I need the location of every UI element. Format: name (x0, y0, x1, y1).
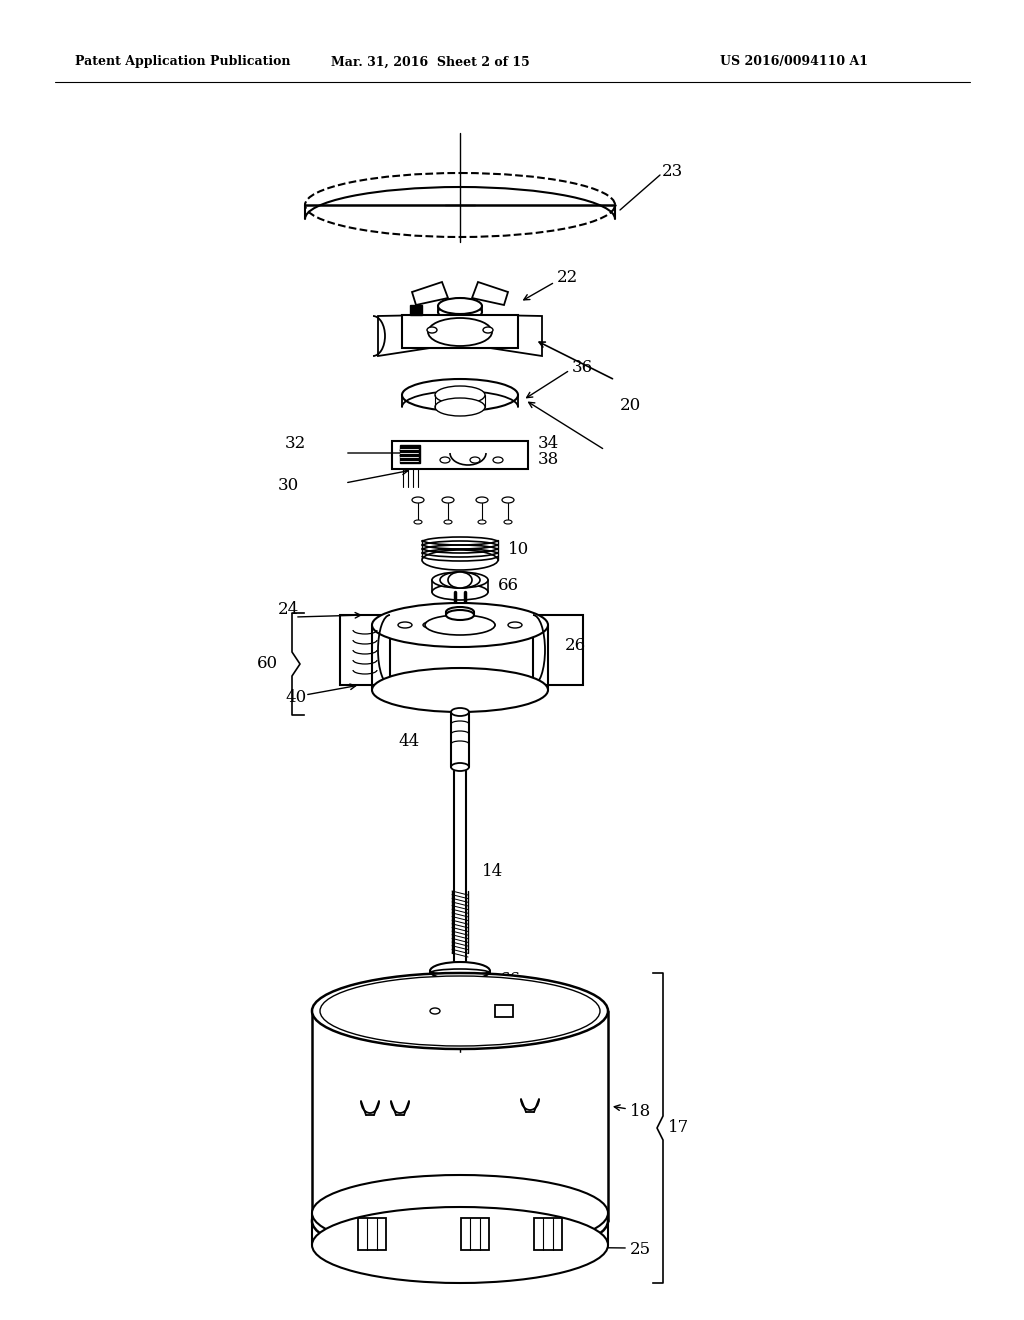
Ellipse shape (502, 498, 514, 503)
Ellipse shape (414, 520, 422, 524)
Ellipse shape (504, 520, 512, 524)
Text: 24: 24 (278, 602, 299, 619)
Text: 40: 40 (285, 689, 306, 706)
Ellipse shape (305, 173, 615, 238)
Ellipse shape (432, 572, 488, 587)
Bar (358, 1218, 386, 1250)
Text: 66: 66 (498, 577, 519, 594)
Ellipse shape (435, 385, 485, 404)
Polygon shape (410, 305, 422, 315)
Ellipse shape (438, 304, 482, 319)
Ellipse shape (478, 520, 486, 524)
Ellipse shape (451, 763, 469, 771)
Polygon shape (378, 315, 430, 356)
Bar (461, 1218, 489, 1250)
Ellipse shape (423, 622, 437, 628)
Ellipse shape (319, 975, 600, 1045)
Text: 44: 44 (398, 734, 419, 751)
Ellipse shape (312, 1206, 608, 1283)
Ellipse shape (481, 622, 495, 628)
Text: 36: 36 (572, 359, 593, 375)
Ellipse shape (444, 520, 452, 524)
Ellipse shape (446, 610, 474, 620)
Text: 30: 30 (278, 477, 299, 494)
Text: 32: 32 (285, 434, 306, 451)
Text: 66: 66 (500, 970, 521, 987)
Text: Mar. 31, 2016  Sheet 2 of 15: Mar. 31, 2016 Sheet 2 of 15 (331, 55, 529, 69)
Ellipse shape (428, 318, 492, 346)
Ellipse shape (312, 1183, 608, 1259)
Text: 14: 14 (482, 862, 503, 879)
Ellipse shape (427, 327, 437, 333)
Ellipse shape (451, 708, 469, 715)
Bar (400, 445, 420, 463)
Ellipse shape (425, 615, 495, 635)
Text: 22: 22 (557, 269, 579, 286)
Ellipse shape (508, 622, 522, 628)
Text: FIG. 2: FIG. 2 (461, 1245, 563, 1275)
Ellipse shape (438, 298, 482, 314)
Text: 26: 26 (565, 636, 586, 653)
Ellipse shape (372, 603, 548, 647)
Polygon shape (412, 282, 449, 305)
Ellipse shape (372, 668, 548, 711)
Polygon shape (534, 615, 583, 685)
Text: 17: 17 (668, 1119, 689, 1137)
Text: 18: 18 (630, 1102, 651, 1119)
Ellipse shape (432, 583, 488, 601)
Ellipse shape (412, 498, 424, 503)
Ellipse shape (449, 572, 472, 587)
Ellipse shape (483, 327, 493, 333)
Text: 20: 20 (620, 396, 641, 413)
Ellipse shape (453, 622, 467, 628)
Bar (495, 1005, 513, 1016)
Text: Patent Application Publication: Patent Application Publication (75, 55, 291, 69)
Polygon shape (392, 441, 528, 469)
Text: 60: 60 (257, 656, 279, 672)
Text: 38: 38 (538, 451, 559, 469)
Text: 23: 23 (662, 164, 683, 181)
Ellipse shape (440, 572, 480, 587)
Text: US 2016/0094110 A1: US 2016/0094110 A1 (720, 55, 868, 69)
Ellipse shape (430, 978, 490, 997)
Ellipse shape (435, 399, 485, 416)
Ellipse shape (398, 622, 412, 628)
Text: 42: 42 (395, 622, 416, 639)
Ellipse shape (446, 607, 474, 616)
Polygon shape (472, 282, 508, 305)
Polygon shape (490, 315, 542, 356)
Text: 25: 25 (630, 1242, 651, 1258)
Ellipse shape (440, 457, 450, 463)
Ellipse shape (442, 498, 454, 503)
Text: 10: 10 (508, 541, 529, 558)
Ellipse shape (312, 973, 608, 1049)
Polygon shape (340, 615, 390, 685)
Ellipse shape (402, 379, 518, 411)
Ellipse shape (493, 457, 503, 463)
Ellipse shape (476, 498, 488, 503)
Ellipse shape (430, 1008, 440, 1014)
Bar (534, 1218, 562, 1250)
Ellipse shape (312, 1175, 608, 1251)
Polygon shape (402, 315, 518, 348)
Ellipse shape (422, 550, 498, 570)
Text: 34: 34 (538, 434, 559, 451)
Ellipse shape (470, 457, 480, 463)
